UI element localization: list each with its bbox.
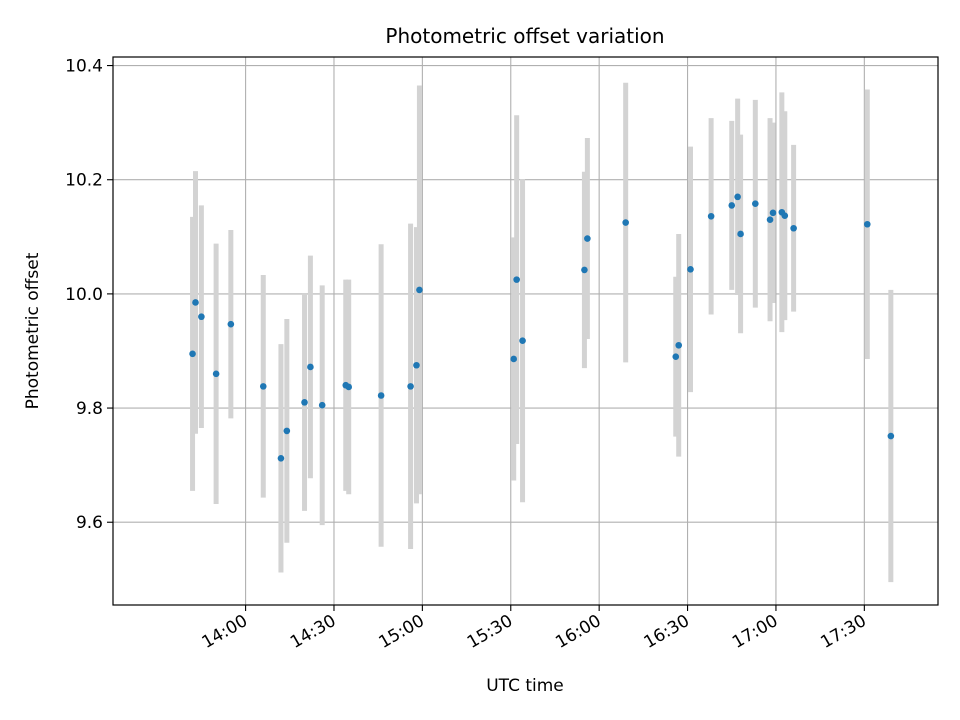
data-point (887, 432, 895, 440)
y-tick-label: 10.4 (65, 57, 103, 77)
data-point (407, 383, 414, 390)
data-point (510, 355, 518, 363)
data-point (318, 401, 326, 409)
x-axis-label: UTC time (486, 676, 564, 696)
data-point (766, 216, 774, 223)
data-point (734, 193, 741, 201)
y-axis-ticks: 9.6 9.8 10.0 10.2 10.4 (65, 57, 113, 533)
data-point (198, 313, 205, 321)
y-axis-label: Photometric offset (23, 252, 43, 409)
data-point (781, 212, 789, 219)
plot-area (113, 57, 938, 605)
y-tick-label: 9.6 (76, 513, 103, 533)
data-point (277, 454, 285, 462)
data-point (413, 361, 420, 369)
data-point (863, 220, 871, 228)
y-tick-label: 10.0 (65, 285, 103, 305)
data-point (737, 230, 744, 238)
data-point (227, 320, 235, 328)
data-point (192, 299, 199, 306)
data-point (283, 427, 291, 435)
data-point (259, 383, 267, 390)
y-tick-label: 10.2 (65, 171, 103, 191)
data-point (377, 392, 385, 399)
data-points (189, 193, 895, 462)
data-point (769, 209, 777, 217)
data-point (581, 266, 588, 274)
data-point (416, 286, 423, 294)
data-point (790, 224, 797, 232)
grid (113, 57, 938, 605)
data-point (752, 200, 759, 208)
data-point (519, 337, 526, 345)
data-point (584, 235, 591, 242)
data-point (672, 353, 680, 360)
data-point (622, 219, 629, 226)
data-point (189, 350, 196, 358)
data-point (307, 363, 314, 371)
data-point (345, 383, 353, 391)
data-point (687, 266, 694, 273)
data-point (513, 276, 520, 283)
data-point (675, 341, 683, 349)
data-point (707, 212, 715, 220)
plot-frame (112, 56, 939, 606)
chart-title: Photometric offset variation (385, 24, 664, 48)
data-point (728, 202, 736, 209)
y-tick-label: 9.8 (76, 399, 103, 419)
data-point (212, 370, 220, 378)
data-point (301, 399, 308, 406)
